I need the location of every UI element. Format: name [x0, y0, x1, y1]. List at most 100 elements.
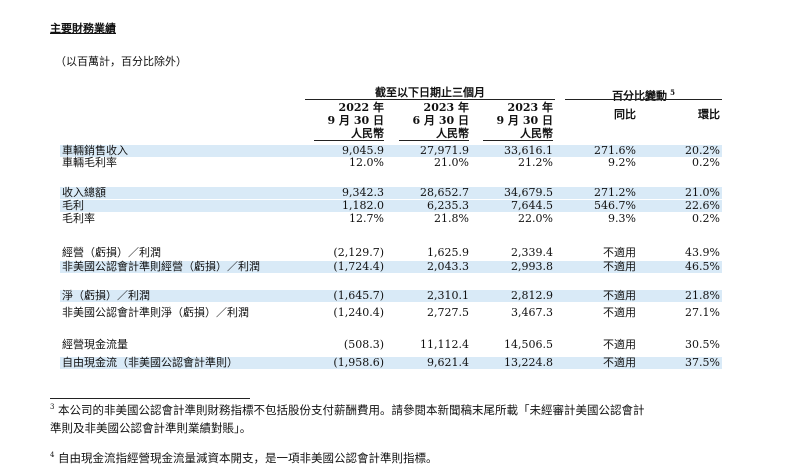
cell: 21.8% [685, 289, 720, 302]
cell: 2,339.4 [511, 246, 553, 259]
cell: 不適用 [603, 246, 636, 259]
rule [565, 99, 722, 100]
cell: 2,812.9 [511, 289, 553, 302]
row-label: 非美國公認會計準則淨（虧損）／利潤 [62, 306, 249, 319]
cell: 11,112.4 [420, 338, 469, 351]
column-header: 同比 [614, 108, 636, 121]
cell: (1,724.4) [333, 260, 384, 273]
cell: 271.6% [594, 144, 636, 157]
cell: (2,129.7) [333, 246, 384, 259]
column-header: 2023 年 [423, 101, 469, 114]
cell: 546.7% [594, 199, 636, 212]
cell: 12.0% [349, 156, 384, 169]
column-header: 人民幣 [351, 127, 384, 140]
rule [399, 140, 469, 141]
title: 主要財務業績 [50, 22, 116, 35]
cell: 34,679.5 [504, 186, 553, 199]
cell: 20.2% [685, 144, 720, 157]
row-band [60, 290, 722, 302]
cell: 14,506.5 [504, 338, 553, 351]
column-header: 2022 年 [338, 101, 384, 114]
cell: 9,621.4 [427, 356, 469, 369]
cell: 37.5% [685, 356, 720, 369]
cell: 6,235.3 [427, 199, 469, 212]
row-label: 非美國公認會計準則經營（虧損）／利潤 [62, 260, 260, 273]
column-header: 環比 [698, 108, 720, 121]
row-label: 自由現金流（非美國公認會計準則） [62, 356, 238, 369]
cell: 3,467.3 [511, 306, 553, 319]
cell: 27.1% [685, 306, 720, 319]
cell: 1,182.0 [342, 199, 384, 212]
cell: 不適用 [603, 338, 636, 351]
row-label: 經營（虧損）／利潤 [62, 246, 161, 259]
cell: 9,045.9 [342, 144, 384, 157]
column-header: 2023 年 [507, 101, 553, 114]
footnote-mark: 4 [50, 451, 55, 459]
cell: 28,652.7 [420, 186, 469, 199]
row-label: 毛利 [62, 199, 84, 212]
cell: 22.6% [685, 199, 720, 212]
period-group: 截至以下日期止三個月 [375, 86, 485, 99]
cell: (508.3) [343, 338, 384, 351]
change-group-text: 百分比變動 [612, 89, 668, 103]
cell: 9,342.3 [342, 186, 384, 199]
cell: 不適用 [603, 356, 636, 369]
row-band [60, 261, 722, 273]
cell: 不適用 [603, 306, 636, 319]
column-header: 9 月 30 日 [496, 114, 553, 127]
cell: 13,224.8 [504, 356, 553, 369]
row-band [60, 200, 722, 212]
cell: 2,310.1 [427, 289, 469, 302]
footnote-text: 準則及非美國公認會計準則業績對賬」。 [50, 421, 252, 435]
cell: 21.2% [518, 156, 553, 169]
footnote-text: 本公司的非美國公認會計準則財務指標不包括股份支付薪酬費用。請參閱本新聞稿末尾所載… [58, 403, 645, 417]
change-group: 百分比變動 5 [565, 86, 722, 103]
cell: 21.8% [434, 212, 469, 225]
row-label: 車輛毛利率 [62, 156, 117, 169]
cell: 43.9% [685, 246, 720, 259]
row-label: 車輛銷售收入 [62, 144, 128, 157]
row-band [60, 187, 722, 199]
cell: 46.5% [685, 260, 720, 273]
subtitle: （以百萬計，百分比除外） [55, 55, 187, 68]
rule [305, 99, 555, 100]
cell: 2,727.5 [427, 306, 469, 319]
cell: 33,616.1 [504, 144, 553, 157]
cell: 21.0% [685, 186, 720, 199]
row-label: 淨（虧損）／利潤 [62, 289, 150, 302]
column-header: 9 月 30 日 [327, 114, 384, 127]
cell: 1,625.9 [427, 246, 469, 259]
cell: 271.2% [594, 186, 636, 199]
cell: 2,043.3 [427, 260, 469, 273]
rule [50, 398, 250, 399]
note-mark: 5 [670, 88, 675, 97]
cell: (1,240.4) [333, 306, 384, 319]
column-header: 人民幣 [520, 127, 553, 140]
cell: 不適用 [603, 260, 636, 273]
cell: 7,644.5 [511, 199, 553, 212]
column-header: 6 月 30 日 [412, 114, 469, 127]
cell: (1,645.7) [333, 289, 384, 302]
row-label: 經營現金流量 [62, 338, 128, 351]
footnote-mark: 3 [50, 403, 55, 411]
cell: 0.2% [692, 156, 720, 169]
cell: 9.3% [608, 212, 636, 225]
cell: 12.7% [349, 212, 384, 225]
cell: 21.0% [434, 156, 469, 169]
cell: 27,971.9 [420, 144, 469, 157]
row-label: 毛利率 [62, 212, 95, 225]
column-header: 人民幣 [436, 127, 469, 140]
cell: 22.0% [518, 212, 553, 225]
cell: 30.5% [685, 338, 720, 351]
row-band [60, 357, 722, 369]
row-label: 收入總額 [62, 186, 106, 199]
cell: 0.2% [692, 212, 720, 225]
rule [314, 140, 384, 141]
cell: 不適用 [603, 289, 636, 302]
rule [483, 140, 553, 141]
footnote-text: 自由現金流指經營現金流量減資本開支，是一項非美國公認會計準則指標。 [58, 451, 438, 465]
row-band [60, 145, 722, 157]
cell: 9.2% [608, 156, 636, 169]
cell: 2,993.8 [511, 260, 553, 273]
